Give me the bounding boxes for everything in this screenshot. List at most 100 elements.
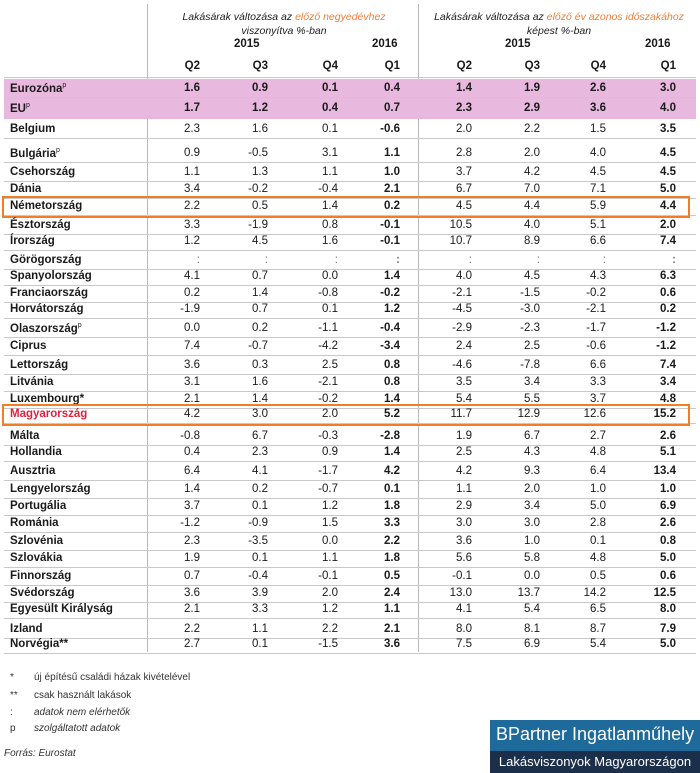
table-cell: 0.9 bbox=[184, 147, 200, 159]
row-label-text: Olaszország bbox=[10, 322, 78, 335]
row-label-superscript: p bbox=[77, 322, 82, 329]
table-cell: 1.1 bbox=[252, 623, 268, 635]
table-cell: 0.8 bbox=[660, 535, 676, 547]
table-cell: 0.9 bbox=[322, 446, 338, 458]
table-cell: : bbox=[672, 254, 676, 266]
row-label-text: Izland bbox=[10, 623, 43, 635]
row-label-text: Dánia bbox=[10, 183, 42, 195]
table-cell: 2.8 bbox=[456, 147, 472, 159]
table-cell: 0.5 bbox=[590, 570, 606, 582]
row-label-text: Magyarország bbox=[10, 408, 88, 420]
table-cell: 0.1 bbox=[384, 483, 400, 495]
table-cell: 3.6 bbox=[590, 102, 606, 114]
table-cell: 1.2 bbox=[384, 303, 400, 315]
row-label-text: Szlovénia bbox=[10, 535, 64, 547]
table-cell: -1.9 bbox=[248, 219, 268, 231]
table-cell: : bbox=[602, 254, 606, 266]
table-cell: 0.1 bbox=[322, 123, 338, 135]
table-cell: : bbox=[396, 254, 400, 266]
table-cell: 1.7 bbox=[184, 102, 200, 114]
table-cell: -0.5 bbox=[248, 147, 268, 159]
row-label: EUp bbox=[10, 102, 30, 115]
table-cell: -1.2 bbox=[656, 340, 676, 352]
table-cell: 0.6 bbox=[660, 287, 676, 299]
table-cell: 6.9 bbox=[524, 638, 540, 650]
row-label-text: Németország bbox=[10, 200, 83, 212]
row-rule bbox=[4, 117, 696, 118]
table-cell: 3.4 bbox=[524, 500, 540, 512]
table-cell: 0.0 bbox=[322, 535, 338, 547]
row-label: Norvégia** bbox=[10, 638, 68, 650]
table-cell: -0.2 bbox=[248, 183, 268, 195]
row-label: Horvátország bbox=[10, 303, 84, 315]
table-cell: 10.5 bbox=[449, 219, 472, 231]
row-label-text: Spanyolország bbox=[10, 270, 92, 282]
row-rule bbox=[4, 337, 696, 338]
table-cell: 3.7 bbox=[184, 500, 200, 512]
table-cell: 2.7 bbox=[590, 430, 606, 442]
row-rule bbox=[4, 181, 696, 182]
quarter-header-0: Q2 bbox=[184, 60, 200, 72]
table-cell: 2.3 bbox=[184, 535, 200, 547]
table-cell: 0.7 bbox=[252, 270, 268, 282]
table-cell: 3.7 bbox=[590, 393, 606, 405]
table-cell: 2.0 bbox=[524, 147, 540, 159]
table-cell: 4.5 bbox=[660, 147, 676, 159]
table-cell: -1.5 bbox=[520, 287, 540, 299]
row-rule bbox=[4, 234, 696, 235]
table-cell: 1.4 bbox=[456, 82, 472, 94]
table-cell: : bbox=[264, 254, 268, 266]
row-rule bbox=[4, 498, 696, 499]
table-cell: 7.0 bbox=[524, 183, 540, 195]
table-cell: 1.1 bbox=[384, 147, 400, 159]
row-label-superscript: p bbox=[25, 102, 30, 109]
row-label-text: Málta bbox=[10, 430, 40, 442]
aggregate-row-background bbox=[4, 79, 696, 99]
row-label: Szlovénia bbox=[10, 535, 63, 547]
table-cell: 0.5 bbox=[384, 570, 400, 582]
row-rule bbox=[4, 97, 696, 98]
table-cell: 1.0 bbox=[384, 166, 400, 178]
table-cell: 4.0 bbox=[660, 102, 676, 114]
table-cell: 1.4 bbox=[252, 287, 268, 299]
table-cell: -0.1 bbox=[318, 570, 338, 582]
table-cell: 6.7 bbox=[456, 183, 472, 195]
table-cell: 2.5 bbox=[322, 359, 338, 371]
table-cell: 2.4 bbox=[456, 340, 472, 352]
quarter-header-1: Q3 bbox=[252, 60, 268, 72]
table-cell: 1.4 bbox=[184, 483, 200, 495]
table-cell: 1.3 bbox=[252, 166, 268, 178]
table-cell: 5.9 bbox=[590, 200, 606, 212]
table-cell: 5.4 bbox=[590, 638, 606, 650]
table-cell: 0.1 bbox=[590, 535, 606, 547]
row-label-text: Lengyelország bbox=[10, 483, 91, 495]
footnote-text: csak használt lakások bbox=[34, 690, 132, 701]
table-cell: 3.0 bbox=[252, 408, 268, 420]
table-cell: 8.9 bbox=[524, 235, 540, 247]
table-cell: 13.4 bbox=[653, 465, 676, 477]
table-cell: 2.6 bbox=[660, 517, 676, 529]
table-cell: -0.3 bbox=[318, 430, 338, 442]
table-cell: 3.3 bbox=[252, 603, 268, 615]
quarter-header-7: Q1 bbox=[660, 60, 676, 72]
table-cell: 3.4 bbox=[184, 183, 200, 195]
table-cell: 4.5 bbox=[590, 166, 606, 178]
table-cell: 4.8 bbox=[590, 552, 606, 564]
table-cell: 3.0 bbox=[456, 517, 472, 529]
table-cell: 0.9 bbox=[252, 82, 268, 94]
row-rule bbox=[4, 355, 696, 356]
table-cell: 6.9 bbox=[660, 500, 676, 512]
table-cell: 5.1 bbox=[660, 446, 676, 458]
right-year-2015: 2015 bbox=[505, 38, 531, 50]
left-year-2015: 2015 bbox=[234, 38, 260, 50]
table-cell: 1.0 bbox=[660, 483, 676, 495]
table-cell: 1.1 bbox=[322, 552, 338, 564]
table-cell: 3.7 bbox=[456, 166, 472, 178]
table-cell: 4.2 bbox=[456, 465, 472, 477]
footnote-text: szolgáltatott adatok bbox=[34, 723, 121, 734]
table-cell: 1.4 bbox=[384, 446, 400, 458]
table-cell: 5.6 bbox=[456, 552, 472, 564]
table-cell: 2.1 bbox=[384, 183, 400, 195]
row-label-text: Belgium bbox=[10, 123, 56, 135]
table-cell: 14.2 bbox=[583, 587, 606, 599]
